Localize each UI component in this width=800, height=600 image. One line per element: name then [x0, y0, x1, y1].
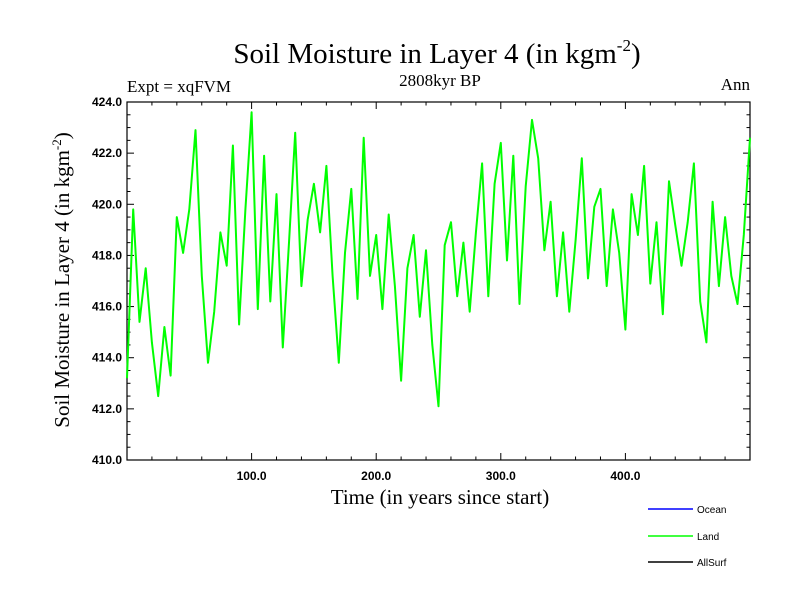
y-tick-label: 416.0 [92, 300, 122, 314]
series-layer [126, 111, 751, 408]
y-tick-label: 424.0 [92, 95, 122, 109]
x-axis-ticks: 100.0 200.0 300.0 400.0 [151, 102, 726, 483]
x-tick-label: 200.0 [361, 469, 391, 483]
y-tick-label: 420.0 [92, 197, 122, 211]
legend-label-allsurf: AllSurf [697, 558, 727, 569]
y-tick-label: 412.0 [92, 402, 122, 416]
chart-title-suffix: ) [631, 38, 641, 70]
y-axis-label: Soil Moisture in Layer 4 (in kgm-2) [49, 132, 74, 427]
y-tick-label: 418.0 [92, 248, 122, 262]
legend-label-land: Land [697, 532, 719, 543]
x-tick-label: 400.0 [610, 469, 640, 483]
chart-title-superscript: -2 [617, 36, 631, 55]
y-tick-label: 422.0 [92, 146, 122, 160]
y-axis-label-suffix: ) [50, 132, 74, 139]
legend-label-ocean: Ocean [697, 505, 726, 516]
y-tick-label: 410.0 [92, 453, 122, 467]
period-label: Ann [721, 75, 751, 94]
legend: Ocean Land AllSurf [648, 505, 727, 569]
x-axis-label: Time (in years since start) [331, 485, 550, 509]
series-line-land [126, 111, 751, 408]
experiment-label: Expt = xqFVM [127, 77, 231, 96]
chart-title-main: Soil Moisture in Layer 4 (in kgm [233, 38, 617, 70]
chart-title: Soil Moisture in Layer 4 (in kgm-2) [233, 36, 640, 70]
chart-subtitle: 2808kyr BP [399, 71, 481, 90]
y-tick-label: 414.0 [92, 351, 122, 365]
x-tick-label: 300.0 [486, 469, 516, 483]
y-axis-label-superscript: -2 [49, 139, 64, 150]
x-tick-label: 100.0 [237, 469, 267, 483]
y-axis-label-main: Soil Moisture in Layer 4 (in kgm [50, 150, 74, 428]
